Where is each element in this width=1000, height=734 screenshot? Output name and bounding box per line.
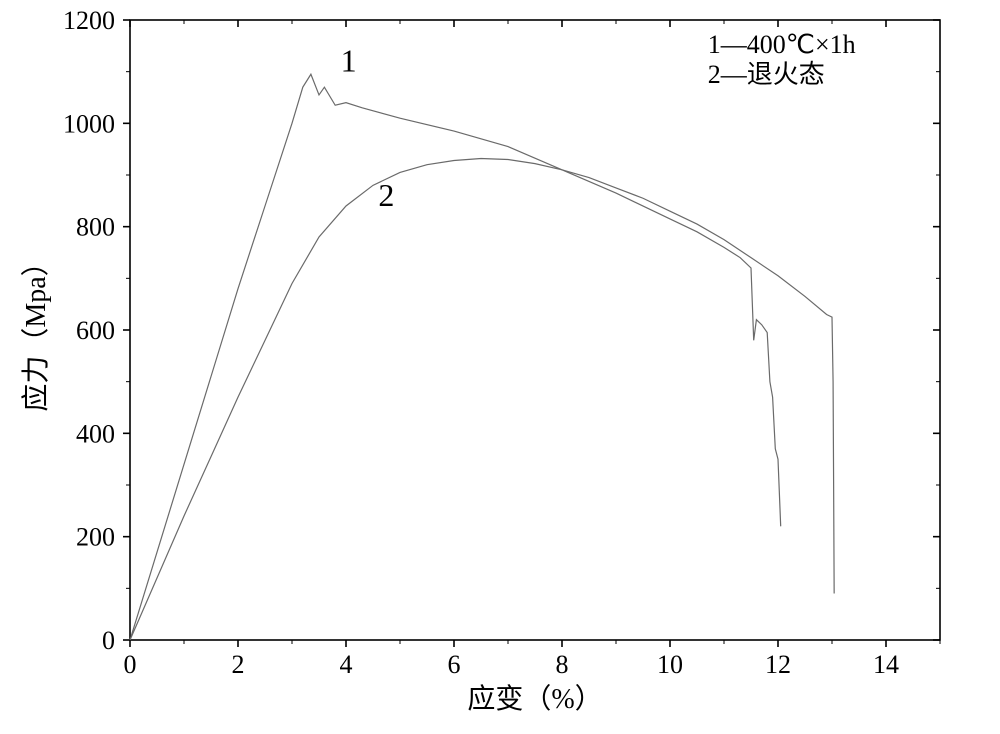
plot-frame bbox=[130, 20, 940, 640]
y-tick-label: 1000 bbox=[63, 109, 115, 138]
y-tick-label: 400 bbox=[76, 419, 115, 448]
chart-svg: 02468101214020040060080010001200应变（%）应力（… bbox=[0, 0, 1000, 729]
y-tick-label: 0 bbox=[102, 626, 115, 655]
x-tick-label: 10 bbox=[657, 650, 683, 679]
x-axis-title: 应变（%） bbox=[467, 683, 602, 715]
x-tick-label: 2 bbox=[232, 650, 245, 679]
x-tick-label: 12 bbox=[765, 650, 791, 679]
legend-item: 2—退火态 bbox=[708, 60, 825, 89]
x-tick-label: 4 bbox=[340, 650, 353, 679]
y-tick-label: 800 bbox=[76, 213, 115, 242]
stress-strain-chart: 02468101214020040060080010001200应变（%）应力（… bbox=[0, 0, 1000, 729]
series-label-curve-1: 1 bbox=[341, 43, 357, 79]
y-tick-label: 1200 bbox=[63, 6, 115, 35]
series-curve-2 bbox=[130, 158, 834, 640]
x-tick-label: 6 bbox=[448, 650, 461, 679]
series-curve-1 bbox=[130, 74, 781, 640]
x-tick-label: 0 bbox=[124, 650, 137, 679]
y-tick-label: 600 bbox=[76, 316, 115, 345]
y-tick-label: 200 bbox=[76, 523, 115, 552]
y-axis-title: 应力（Mpa） bbox=[20, 248, 52, 411]
x-tick-label: 8 bbox=[556, 650, 569, 679]
x-tick-label: 14 bbox=[873, 650, 899, 679]
series-label-curve-2: 2 bbox=[378, 177, 394, 213]
legend-item: 1—400℃×1h bbox=[708, 30, 856, 59]
